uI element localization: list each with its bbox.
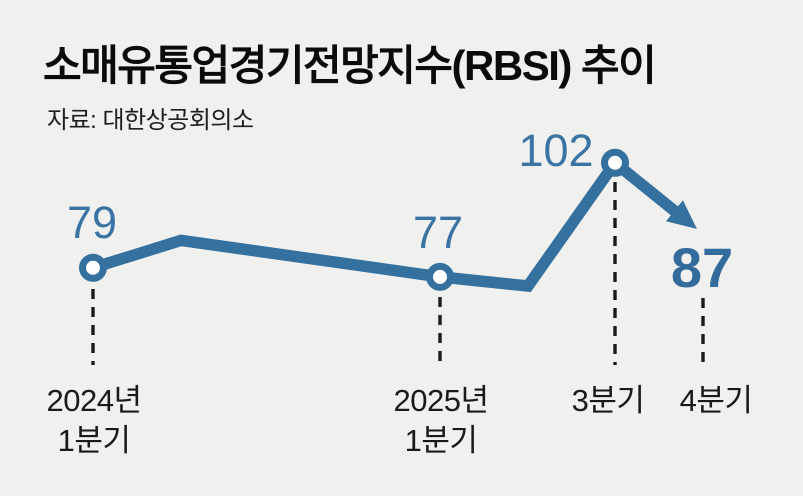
value-label: 77 xyxy=(413,207,463,258)
data-point-marker xyxy=(601,148,629,177)
data-point-marker xyxy=(426,262,454,291)
data-point-marker xyxy=(79,253,107,282)
trend-line xyxy=(91,159,620,293)
x-axis-label: 4분기 xyxy=(680,383,753,418)
value-label: 102 xyxy=(518,125,593,176)
arrow-head-icon xyxy=(666,200,697,229)
x-axis-label: 1분기 xyxy=(58,423,131,458)
value-label: 87 xyxy=(671,236,733,299)
x-axis-label: 2024년 xyxy=(47,383,142,418)
chart-title: 소매유통업경기전망지수(RBSI) 추이 xyxy=(43,42,657,89)
chart-source: 자료: 대한상공회의소 xyxy=(47,107,254,134)
value-label: 79 xyxy=(67,197,117,248)
x-axis-label: 1분기 xyxy=(405,423,478,458)
x-axis-label: 2025년 xyxy=(394,383,489,418)
x-axis-label: 3분기 xyxy=(572,383,645,418)
